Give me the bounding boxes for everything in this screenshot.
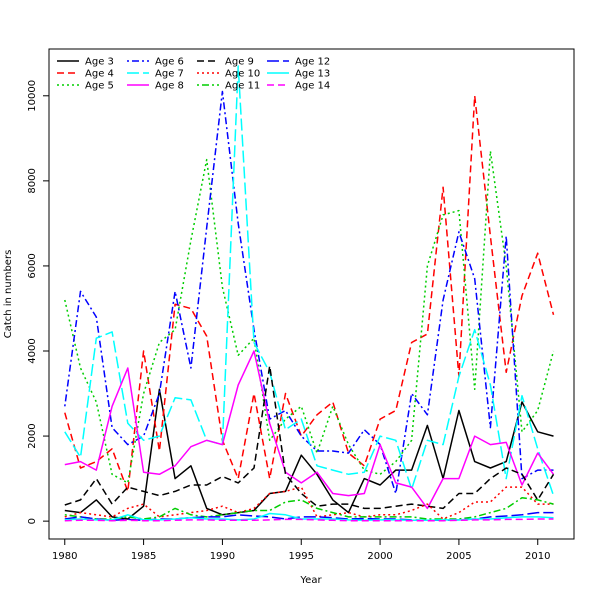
y-tick-label: 4000 xyxy=(27,338,38,363)
x-tick-label: 1980 xyxy=(52,551,77,562)
x-tick-label: 2010 xyxy=(525,551,550,562)
x-axis-title: Year xyxy=(299,575,322,586)
legend-label: Age 11 xyxy=(225,81,260,92)
y-tick-label: 6000 xyxy=(27,253,38,278)
series-line-age-10 xyxy=(64,486,554,520)
series-line-age-9 xyxy=(64,365,555,510)
series-line-age-5 xyxy=(64,150,555,484)
x-tick-label: 1985 xyxy=(131,551,156,562)
y-axis-title: Catch in numbers xyxy=(3,250,14,339)
x-tick-label: 2005 xyxy=(446,551,471,562)
x-tick-label: 1990 xyxy=(210,551,235,562)
series-layer xyxy=(64,65,555,522)
legend-label: Age 5 xyxy=(85,81,114,92)
legend-label: Age 6 xyxy=(155,57,184,68)
legend-label: Age 13 xyxy=(295,69,330,80)
legend-label: Age 14 xyxy=(295,81,330,92)
y-tick-label: 8000 xyxy=(27,168,38,193)
x-tick-label: 2000 xyxy=(367,551,392,562)
legend-label: Age 10 xyxy=(225,69,260,80)
legend-label: Age 3 xyxy=(85,57,114,68)
legend-label: Age 7 xyxy=(155,69,184,80)
legend-label: Age 12 xyxy=(295,57,330,68)
series-line-age-7 xyxy=(64,65,555,496)
legend-label: Age 8 xyxy=(155,81,184,92)
legend-label: Age 9 xyxy=(225,57,254,68)
series-line-age-14 xyxy=(64,518,554,522)
series-line-age-11 xyxy=(64,496,554,520)
y-tick-label: 0 xyxy=(27,518,38,524)
y-tick-label: 10000 xyxy=(27,80,38,112)
series-line-age-8 xyxy=(64,350,555,510)
plot-frame xyxy=(48,48,575,540)
axes-layer: 1980 1985 1990 1995 2000 2005 2010 0 2000 4000 600… xyxy=(27,80,550,562)
x-tick-label: 1995 xyxy=(289,551,314,562)
y-tick-label: 2000 xyxy=(27,423,38,448)
legend-label: Age 4 xyxy=(85,69,114,80)
series-line-age-4 xyxy=(64,95,555,493)
series-line-age-3 xyxy=(64,388,554,520)
